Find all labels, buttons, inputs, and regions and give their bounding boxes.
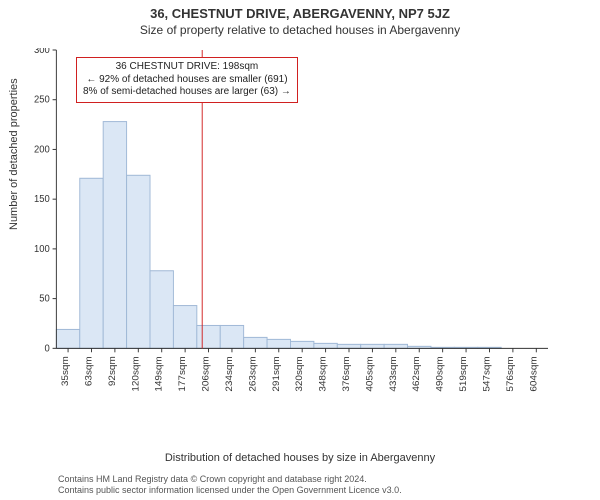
x-tick-label: 206sqm — [201, 356, 212, 391]
annotation-line-3: 8% of semi-detached houses are larger (6… — [83, 86, 291, 99]
histogram-bar — [173, 306, 196, 349]
footer-line-2: Contains public sector information licen… — [58, 485, 402, 496]
histogram-bar — [290, 341, 313, 348]
x-tick-label: 149sqm — [154, 356, 165, 391]
histogram-bar — [197, 325, 220, 348]
footer-attribution: Contains HM Land Registry data © Crown c… — [58, 474, 402, 496]
histogram-bar — [127, 175, 150, 348]
y-tick-label: 200 — [34, 144, 50, 155]
x-tick-label: 320sqm — [294, 356, 305, 391]
histogram-bar — [361, 344, 384, 348]
x-tick-label: 547sqm — [482, 356, 493, 391]
histogram-bar — [314, 343, 337, 348]
x-tick-label: 433sqm — [388, 356, 399, 391]
histogram-bar — [384, 344, 407, 348]
x-tick-label: 291sqm — [271, 356, 282, 391]
x-tick-label: 376sqm — [341, 356, 352, 391]
histogram-bar — [56, 329, 79, 348]
x-tick-label: 604sqm — [528, 356, 539, 391]
x-tick-label: 490sqm — [435, 356, 446, 391]
x-tick-label: 234sqm — [224, 356, 235, 391]
annotation-line-2: ← 92% of detached houses are smaller (69… — [83, 74, 291, 87]
x-tick-label: 177sqm — [177, 356, 188, 391]
x-tick-label: 120sqm — [131, 356, 142, 391]
x-axis-label: Distribution of detached houses by size … — [0, 452, 600, 464]
chart-title-sub: Size of property relative to detached ho… — [0, 21, 600, 41]
y-tick-label: 300 — [34, 48, 50, 56]
annotation-box: 36 CHESTNUT DRIVE: 198sqm ← 92% of detac… — [76, 57, 298, 103]
footer-line-1: Contains HM Land Registry data © Crown c… — [58, 474, 402, 485]
histogram-bar — [337, 344, 360, 348]
x-tick-label: 405sqm — [365, 356, 376, 391]
y-tick-label: 50 — [39, 293, 50, 304]
y-tick-label: 0 — [44, 343, 50, 354]
x-tick-label: 576sqm — [505, 356, 516, 391]
y-tick-label: 100 — [34, 244, 50, 255]
x-tick-label: 348sqm — [318, 356, 329, 391]
x-tick-label: 263sqm — [248, 356, 259, 391]
x-tick-label: 519sqm — [458, 356, 469, 391]
y-tick-label: 250 — [34, 94, 50, 105]
chart-title-main: 36, CHESTNUT DRIVE, ABERGAVENNY, NP7 5JZ — [0, 0, 600, 21]
histogram-bar — [150, 271, 173, 349]
histogram-bar — [220, 325, 243, 348]
histogram-bar — [244, 337, 267, 348]
y-axis-label: Number of detached properties — [8, 78, 20, 230]
histogram-bar — [267, 339, 290, 348]
x-tick-label: 35sqm — [60, 356, 71, 386]
x-tick-label: 462sqm — [411, 356, 422, 391]
histogram-bar — [103, 122, 126, 349]
y-tick-label: 150 — [34, 194, 50, 205]
x-tick-label: 63sqm — [84, 356, 95, 386]
x-tick-label: 92sqm — [107, 356, 118, 386]
annotation-line-1: 36 CHESTNUT DRIVE: 198sqm — [83, 61, 291, 74]
histogram-bar — [80, 178, 103, 348]
